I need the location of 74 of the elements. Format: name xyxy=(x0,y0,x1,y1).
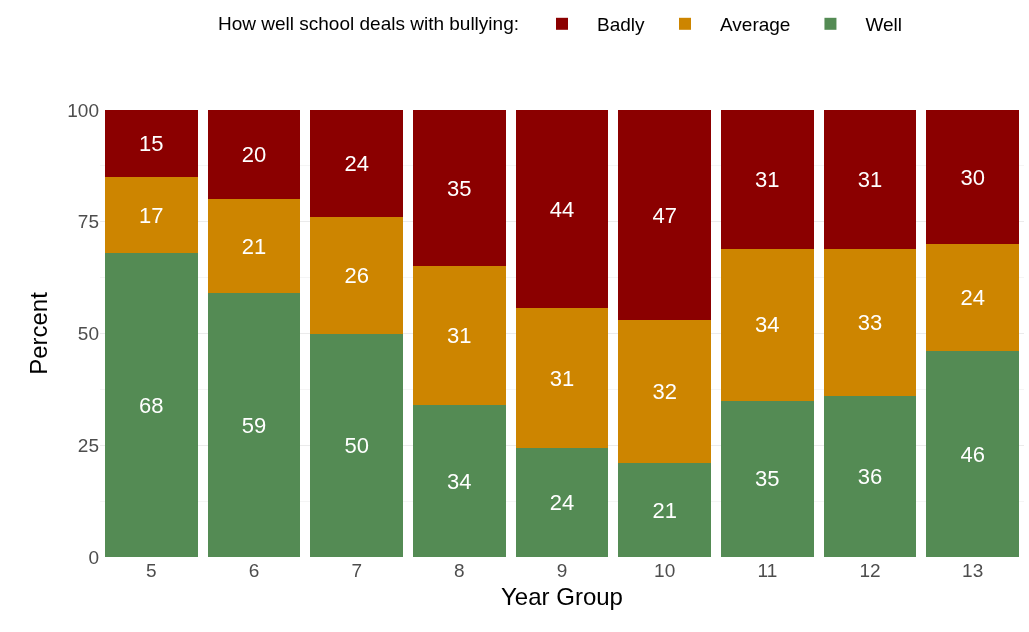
bar xyxy=(105,253,198,557)
bar xyxy=(926,244,1019,352)
bar xyxy=(823,248,917,397)
data-label: 46 xyxy=(960,441,985,467)
data-label: 33 xyxy=(857,309,883,335)
bar xyxy=(413,266,506,406)
y-tick-label: 50 xyxy=(77,323,99,345)
y-tick-label: 75 xyxy=(77,211,99,233)
data-label: 30 xyxy=(960,164,985,190)
data-label: 15 xyxy=(139,131,164,157)
bar xyxy=(105,177,198,254)
bar xyxy=(515,447,609,557)
data-label: 31 xyxy=(857,166,883,192)
bar xyxy=(515,110,609,309)
data-label: 31 xyxy=(447,323,472,349)
data-label: 68 xyxy=(139,392,164,418)
data-label: 34 xyxy=(447,468,472,494)
x-axis-title: Year Group xyxy=(501,583,623,611)
bar xyxy=(926,351,1019,557)
data-label: 35 xyxy=(447,175,472,201)
x-tick-label: 9 xyxy=(556,560,568,581)
legend-title: How well school deals with bullying: xyxy=(218,12,519,34)
legend-label: Badly xyxy=(596,14,646,36)
data-label: 31 xyxy=(755,166,780,192)
x-tick-label: 12 xyxy=(859,560,881,581)
bar xyxy=(413,405,506,557)
y-tick-label: 100 xyxy=(67,99,99,121)
bar xyxy=(721,400,814,557)
y-tick-label: 25 xyxy=(77,434,99,456)
legend-label: Average xyxy=(720,14,791,36)
x-tick-label: 10 xyxy=(654,560,676,581)
data-label: 21 xyxy=(652,497,677,523)
bar xyxy=(515,308,609,448)
bar xyxy=(823,396,917,557)
data-label: 36 xyxy=(857,464,883,490)
x-tick-label: 6 xyxy=(248,560,260,581)
bar xyxy=(926,110,1019,245)
bar xyxy=(105,110,198,178)
bar xyxy=(618,463,711,557)
data-label: 21 xyxy=(241,233,267,259)
x-tick-label: 13 xyxy=(962,560,984,581)
data-label: 26 xyxy=(344,262,369,288)
bar xyxy=(310,217,403,334)
bar xyxy=(413,110,506,267)
bar xyxy=(310,333,403,557)
bar xyxy=(618,320,711,464)
data-label: 47 xyxy=(652,202,677,228)
x-tick-label: 7 xyxy=(351,560,362,581)
data-label: 17 xyxy=(139,202,164,228)
bar xyxy=(207,199,301,294)
data-label: 31 xyxy=(549,365,575,391)
bar xyxy=(721,248,814,401)
x-tick-label: 5 xyxy=(146,560,157,581)
data-label: 44 xyxy=(549,196,575,222)
x-tick-label: 8 xyxy=(454,560,465,581)
bar xyxy=(823,110,917,249)
x-tick-label: 11 xyxy=(757,560,778,581)
data-label: 24 xyxy=(549,489,575,515)
data-label: 35 xyxy=(755,466,780,492)
legend-label: Well xyxy=(865,14,903,36)
data-label: 50 xyxy=(344,432,369,458)
bar xyxy=(207,293,301,557)
y-tick-label: 0 xyxy=(88,546,99,568)
data-label: 24 xyxy=(960,285,985,311)
data-label: 32 xyxy=(652,379,677,405)
bar xyxy=(207,110,301,200)
y-axis-title: Percent xyxy=(25,291,53,375)
data-label: 24 xyxy=(344,151,369,177)
data-label: 59 xyxy=(241,412,267,438)
bar xyxy=(618,110,711,321)
data-label: 34 xyxy=(755,312,780,338)
bar xyxy=(721,110,814,249)
data-label: 20 xyxy=(241,142,267,168)
bar xyxy=(310,110,403,218)
